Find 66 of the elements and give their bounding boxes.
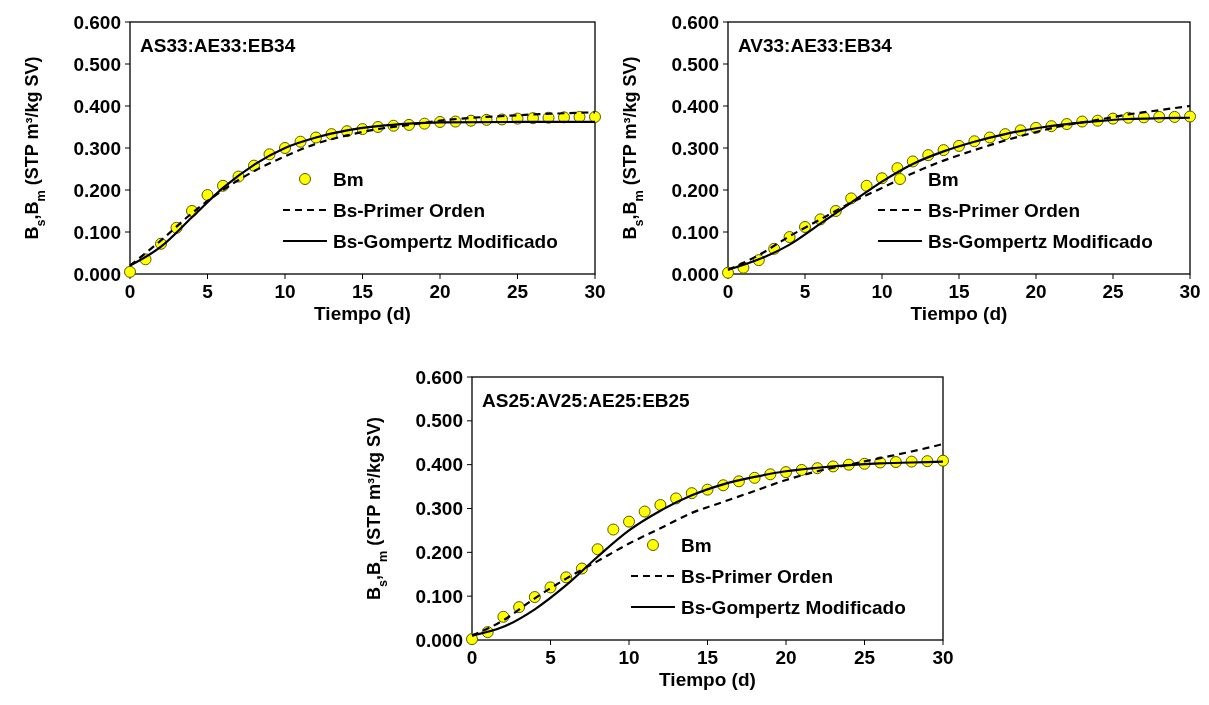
y-tick-label: 0.300: [671, 137, 719, 159]
point: [591, 543, 604, 556]
x-tick-label: 10: [274, 281, 296, 302]
x-tick-label: 15: [696, 647, 719, 668]
x-tick-label: 10: [871, 281, 893, 302]
y-tick-label: 0.100: [671, 221, 719, 243]
point: [589, 110, 601, 123]
text: AS25:AV25:AE25:EB25: [482, 390, 691, 411]
y-tick-label: 0.600: [73, 11, 121, 33]
x-tick-label: 25: [1102, 281, 1124, 302]
x-axis-title: Tiempo (d): [910, 303, 1008, 324]
text: AS33:AE33:EB34: [140, 35, 296, 56]
y-tick-label: 0.100: [415, 585, 463, 607]
legend-label: Bs-Primer Orden: [681, 565, 834, 587]
legend-label: Bm: [928, 168, 959, 190]
y-tick-label: 0.600: [671, 11, 719, 33]
legend-label: Bs-Gompertz Modificado: [928, 230, 1153, 252]
point: [654, 498, 667, 511]
x-tick-label: 30: [1179, 281, 1201, 302]
y-tick-label: 0.300: [415, 498, 463, 520]
x-tick-label: 0: [722, 281, 734, 302]
point: [607, 523, 620, 536]
y-tick-label: 0.000: [415, 629, 463, 651]
x-tick-label: 15: [351, 281, 374, 302]
x-axis-title: Tiempo (d): [314, 303, 411, 324]
point: [466, 633, 478, 646]
point: [124, 265, 136, 278]
y-tick-label: 0.300: [73, 137, 121, 159]
legend-label: Bs-Primer Orden: [333, 199, 486, 221]
point: [860, 179, 873, 192]
x-tick-label: 15: [948, 281, 970, 302]
x-axis-title: Tiempo (d): [659, 669, 756, 690]
y-tick-label: 0.600: [415, 366, 463, 388]
x-tick-label: 10: [618, 647, 640, 668]
x-tick-label: 30: [932, 647, 954, 668]
x-tick-label: 20: [429, 281, 451, 302]
y-tick-label: 0.400: [73, 95, 121, 117]
y-tick-label: 0.500: [73, 53, 121, 75]
text: AV33:AE33:EB34: [738, 35, 893, 56]
y-tick-label: 0.500: [415, 410, 463, 432]
y-tick-label: 0.100: [73, 221, 121, 243]
legend-label: Bs-Gompertz Modificado: [333, 230, 558, 252]
x-tick-label: 5: [799, 281, 811, 302]
legend-label: Bs-Gompertz Modificado: [681, 596, 906, 618]
y-tick-label: 0.500: [671, 53, 719, 75]
legend-label: Bm: [681, 534, 712, 556]
point: [638, 505, 651, 518]
x-tick-label: 5: [202, 281, 214, 302]
x-tick-label: 0: [466, 647, 478, 668]
y-tick-label: 0.200: [671, 179, 719, 201]
x-tick-label: 20: [1025, 281, 1047, 302]
point: [623, 515, 635, 528]
x-tick-label: 30: [584, 281, 606, 302]
y-tick-label: 0.400: [671, 95, 719, 117]
x-tick-label: 5: [545, 647, 557, 668]
y-tick-label: 0.400: [415, 454, 463, 476]
y-tick-label: 0.000: [73, 263, 121, 285]
x-tick-label: 20: [775, 647, 797, 668]
y-tick-label: 0.200: [73, 179, 121, 201]
legend-label: Bs-Primer Orden: [928, 199, 1081, 221]
x-tick-label: 25: [853, 647, 876, 668]
y-tick-label: 0.200: [415, 541, 463, 563]
x-tick-label: 0: [124, 281, 136, 302]
y-tick-label: 0.000: [671, 263, 719, 285]
legend-label: Bm: [333, 168, 364, 190]
x-tick-label: 25: [506, 281, 529, 302]
